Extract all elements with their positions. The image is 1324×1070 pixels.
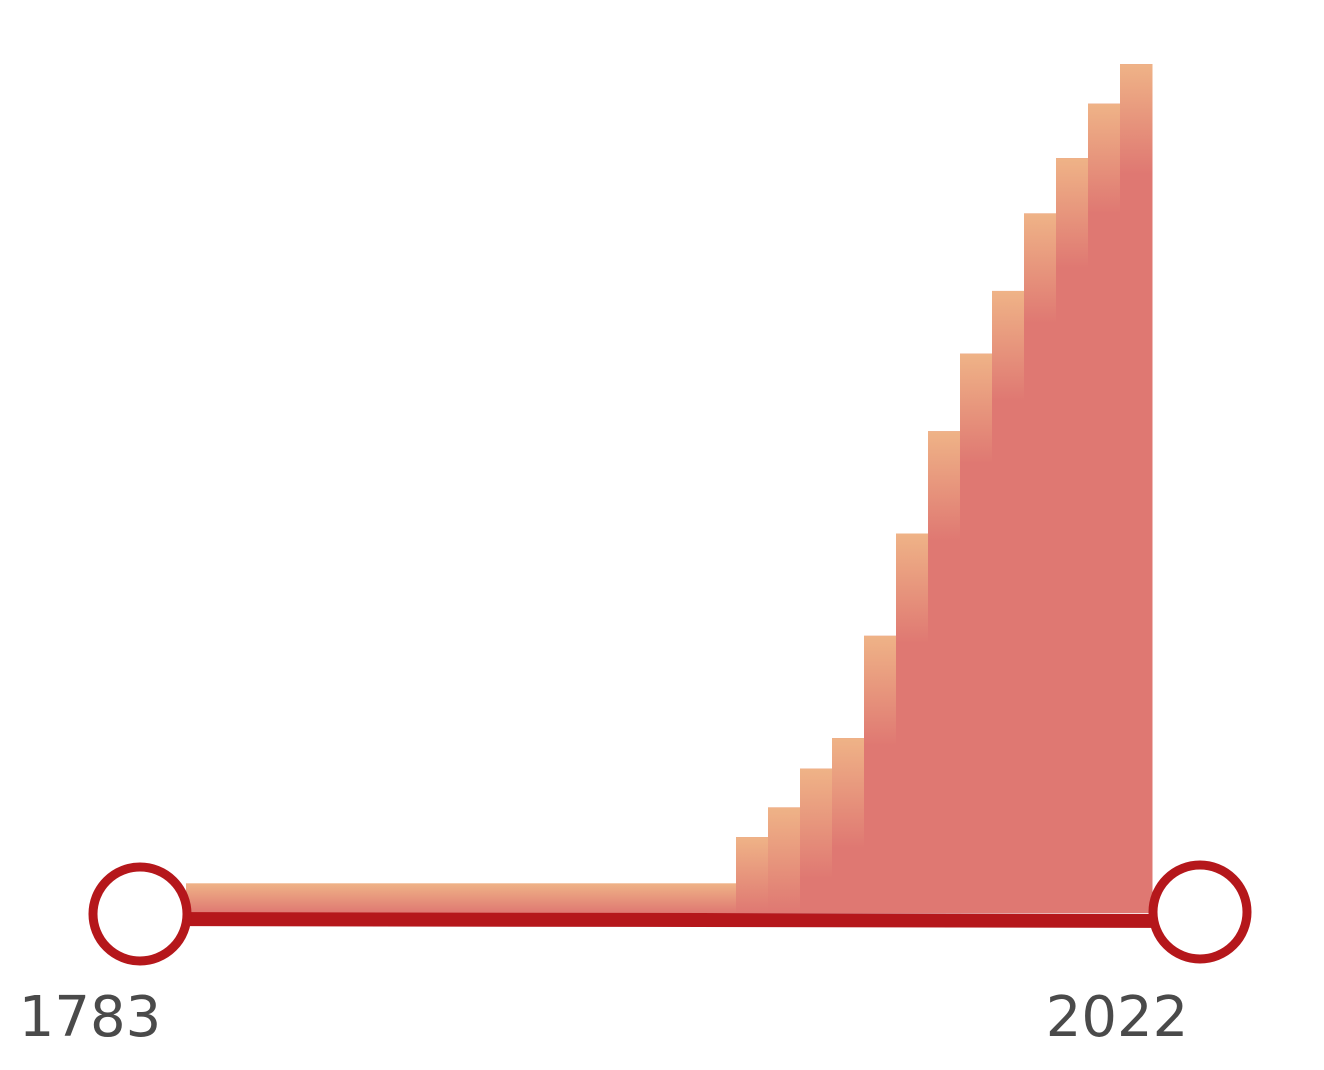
area-step-cap (1024, 213, 1057, 324)
area-step-cap (768, 807, 801, 913)
area-step-cap (1088, 103, 1121, 214)
start-handle-icon[interactable] (88, 862, 192, 966)
area-step (1120, 64, 1153, 913)
end-handle-icon[interactable] (1148, 860, 1252, 964)
bars-layer (186, 64, 1153, 914)
area-step-cap (736, 837, 769, 913)
timeline-baseline (139, 912, 1201, 928)
area-step (1056, 158, 1089, 913)
x-tick-label-end: 2022 (1046, 985, 1189, 1050)
area-step-cap (960, 353, 993, 464)
area-step (1024, 213, 1057, 913)
x-tick-label-start: 1783 (19, 985, 162, 1050)
area-step-cap (1056, 158, 1089, 269)
area-step-cap (896, 533, 929, 644)
area-step-cap (800, 768, 833, 879)
area-step (186, 883, 736, 913)
area-step-cap (864, 635, 897, 746)
area-step (1088, 103, 1121, 914)
area-step-cap (992, 290, 1025, 401)
area-step-cap (832, 738, 865, 849)
area-step-cap (928, 431, 961, 542)
area-step-cap (1120, 64, 1153, 175)
